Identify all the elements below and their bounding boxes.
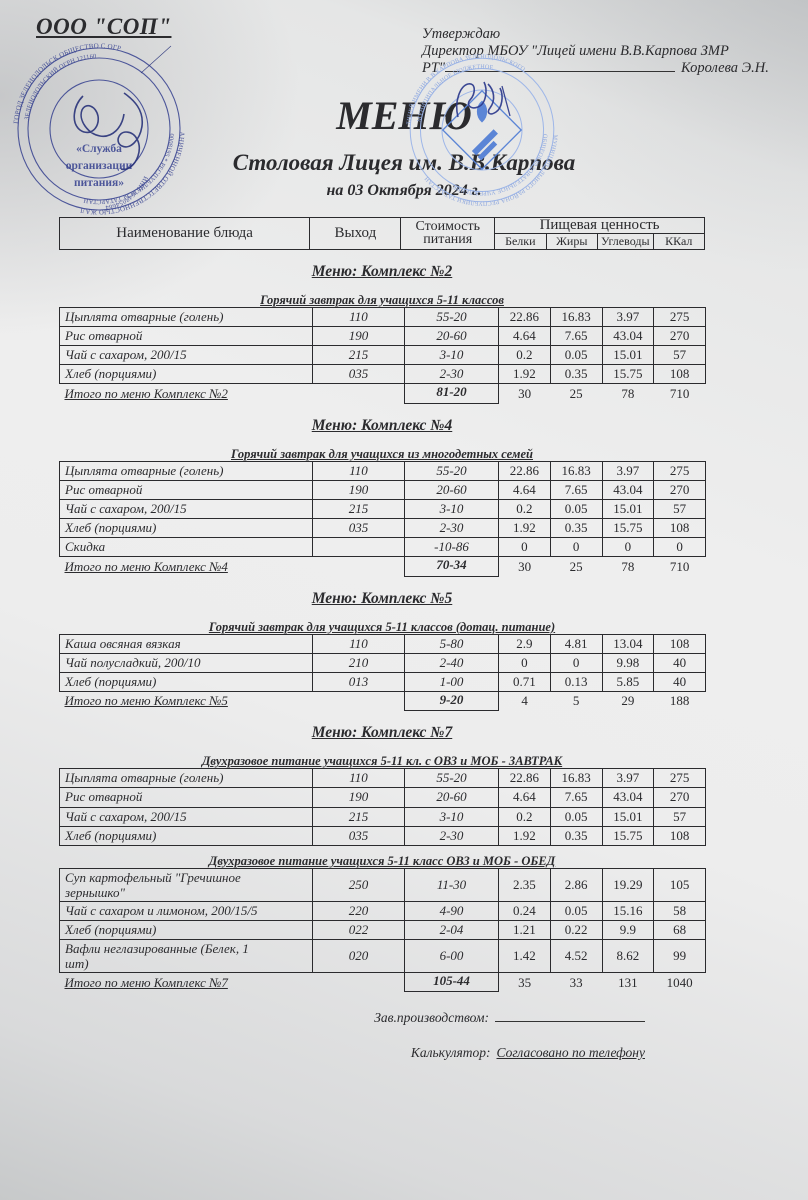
svg-text:«Служба: «Служба — [76, 143, 122, 155]
svg-text:ОБЩЕОБРАЗОВАТЕЛЬНОЕ УЧРЕЖДЕНИЕ: ОБЩЕОБРАЗОВАТЕЛЬНОЕ УЧРЕЖДЕНИЕ — [452, 134, 548, 196]
svg-text:ЗЕЛЕНОДОЛЬСКИЙ ОГРН 121160: ЗЕЛЕНОДОЛЬСКИЙ ОГРН 121160 — [24, 53, 97, 120]
svg-text:организации: организации — [66, 160, 133, 172]
svg-text:питания»: питания» — [74, 177, 124, 189]
